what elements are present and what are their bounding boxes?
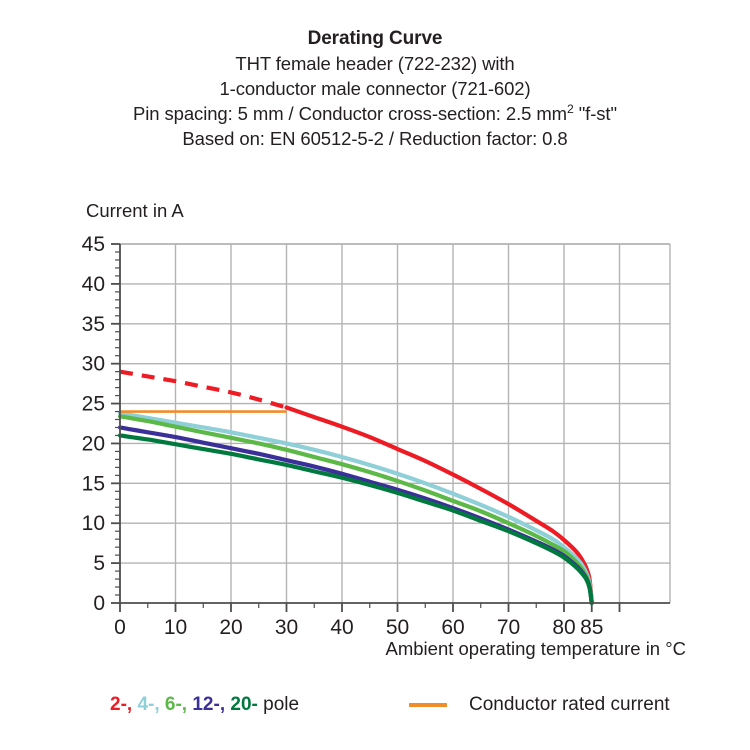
grid-lines <box>120 243 671 603</box>
series-line <box>117 414 594 606</box>
series-line-dashed <box>119 369 288 410</box>
y-tick-label: 20 <box>82 432 105 455</box>
series-line <box>284 405 594 606</box>
data-series-lines <box>117 369 594 606</box>
y-tick-label: 15 <box>82 472 105 495</box>
chart-title-block: Derating Curve THT female header (722-23… <box>0 26 750 151</box>
legend-pole-item: 12-, <box>192 694 231 715</box>
x-tick-label: 20 <box>219 616 242 639</box>
x-tick-label: 70 <box>497 616 520 639</box>
x-tick-label: 30 <box>275 616 298 639</box>
x-tick-label: 0 <box>114 616 126 639</box>
legend-pole-item: 2-, <box>110 694 138 715</box>
legend-pole-suffix: pole <box>257 694 300 715</box>
y-tick-label: 0 <box>93 592 105 615</box>
chart-legend: 2-, 4-, 6-, 12-, 20- pole Conductor rate… <box>0 694 750 728</box>
rated-current-label: Conductor rated current <box>469 694 670 715</box>
tick-labels: 0 5 10 15 20 25 30 35 40 45 0 10 20 30 40 50 60 70 80 85 <box>82 233 604 639</box>
y-tick-label: 35 <box>82 313 105 336</box>
x-tick-label: 80 <box>552 616 575 639</box>
x-tick-label: 85 <box>580 616 603 639</box>
series-line <box>117 411 594 606</box>
legend-pole-item: 4-, <box>137 694 165 715</box>
legend-pole-item: 6-, <box>164 694 193 715</box>
y-tick-label: 25 <box>82 393 105 416</box>
y-tick-label: 5 <box>93 552 105 575</box>
chart-subtitle-product: THT female header (722-232) with <box>235 53 515 74</box>
legend-rated-current: Conductor rated current <box>409 694 670 716</box>
x-axis-label: Ambient operating temperature in °C <box>385 638 686 659</box>
y-axis-label: Current in A <box>86 200 184 221</box>
spec-superscript: 2 <box>566 101 574 116</box>
y-tick-label: 10 <box>82 512 105 535</box>
rated-current-swatch-icon <box>409 703 447 707</box>
chart-subtitle-spec: Pin spacing: 5 mm / Conductor cross-sect… <box>0 101 750 126</box>
series-line <box>117 433 594 606</box>
x-tick-label: 10 <box>164 616 187 639</box>
spec-text-a: Pin spacing: 5 mm / Conductor cross-sect… <box>133 103 567 124</box>
chart-subtitle-connector: 1-conductor male connector (721-602) <box>219 78 531 99</box>
y-tick-label: 30 <box>82 353 105 376</box>
x-tick-label: 60 <box>441 616 464 639</box>
y-tick-label: 40 <box>82 273 105 296</box>
x-tick-label: 40 <box>330 616 353 639</box>
legend-pole-item: 20- <box>230 694 258 715</box>
legend-pole-series: 2-, 4-, 6-, 12-, 20- pole <box>110 694 299 716</box>
spec-text-b: "f-st" <box>573 103 617 124</box>
chart-subtitle-standard: Based on: EN 60512-5-2 / Reduction facto… <box>182 128 568 149</box>
series-line <box>117 425 594 606</box>
chart-title: Derating Curve <box>307 28 443 49</box>
axis-lines-and-ticks <box>111 243 670 612</box>
y-tick-label: 45 <box>82 233 105 256</box>
x-tick-label: 50 <box>386 616 409 639</box>
